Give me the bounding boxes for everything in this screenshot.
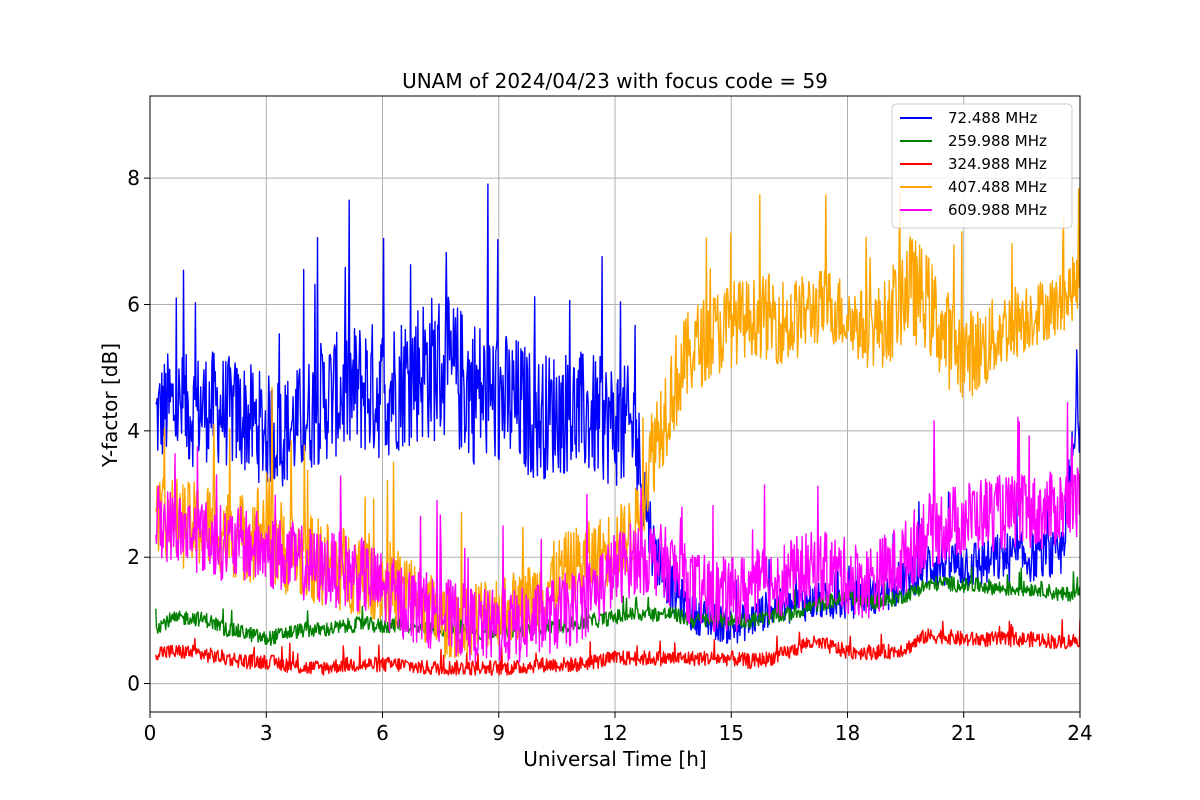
legend-label: 259.988 MHz [948, 132, 1047, 150]
legend-box [891, 103, 1073, 229]
x-tick-label: 0 [144, 721, 157, 745]
series-line-5 [155, 402, 1080, 663]
legend-label: 324.988 MHz [948, 155, 1047, 173]
y-tick-label: 0 [127, 672, 140, 696]
series-line-2 [155, 566, 1080, 647]
x-tick-label: 15 [719, 721, 744, 745]
x-tick-label: 21 [951, 721, 976, 745]
legend-label: 407.488 MHz [948, 178, 1047, 196]
y-tick-label: 4 [127, 419, 140, 443]
plot-area [155, 183, 1080, 676]
legend: 72.488 MHz 259.988 MHz 324.988 MHz 407.488 … [891, 103, 1073, 229]
legend-label: 72.488 MHz [948, 109, 1037, 127]
x-tick-label: 12 [602, 721, 627, 745]
y-tick-label: 6 [127, 292, 140, 316]
x-tick-label: 9 [492, 721, 505, 745]
y-tick-label: 8 [127, 166, 140, 190]
y-axis-label: Y-factor [dB] [98, 343, 122, 468]
chart-title: UNAM of 2024/04/23 with focus code = 59 [402, 69, 828, 93]
x-tick-label: 18 [835, 721, 860, 745]
series-line-3 [155, 618, 1080, 676]
x-tick-label: 3 [260, 721, 273, 745]
x-tick-label: 24 [1067, 721, 1092, 745]
x-tick-label: 6 [376, 721, 389, 745]
y-tick-label: 2 [127, 545, 140, 569]
x-axis-label: Universal Time [h] [523, 747, 706, 771]
legend-label: 609.988 MHz [948, 201, 1047, 219]
